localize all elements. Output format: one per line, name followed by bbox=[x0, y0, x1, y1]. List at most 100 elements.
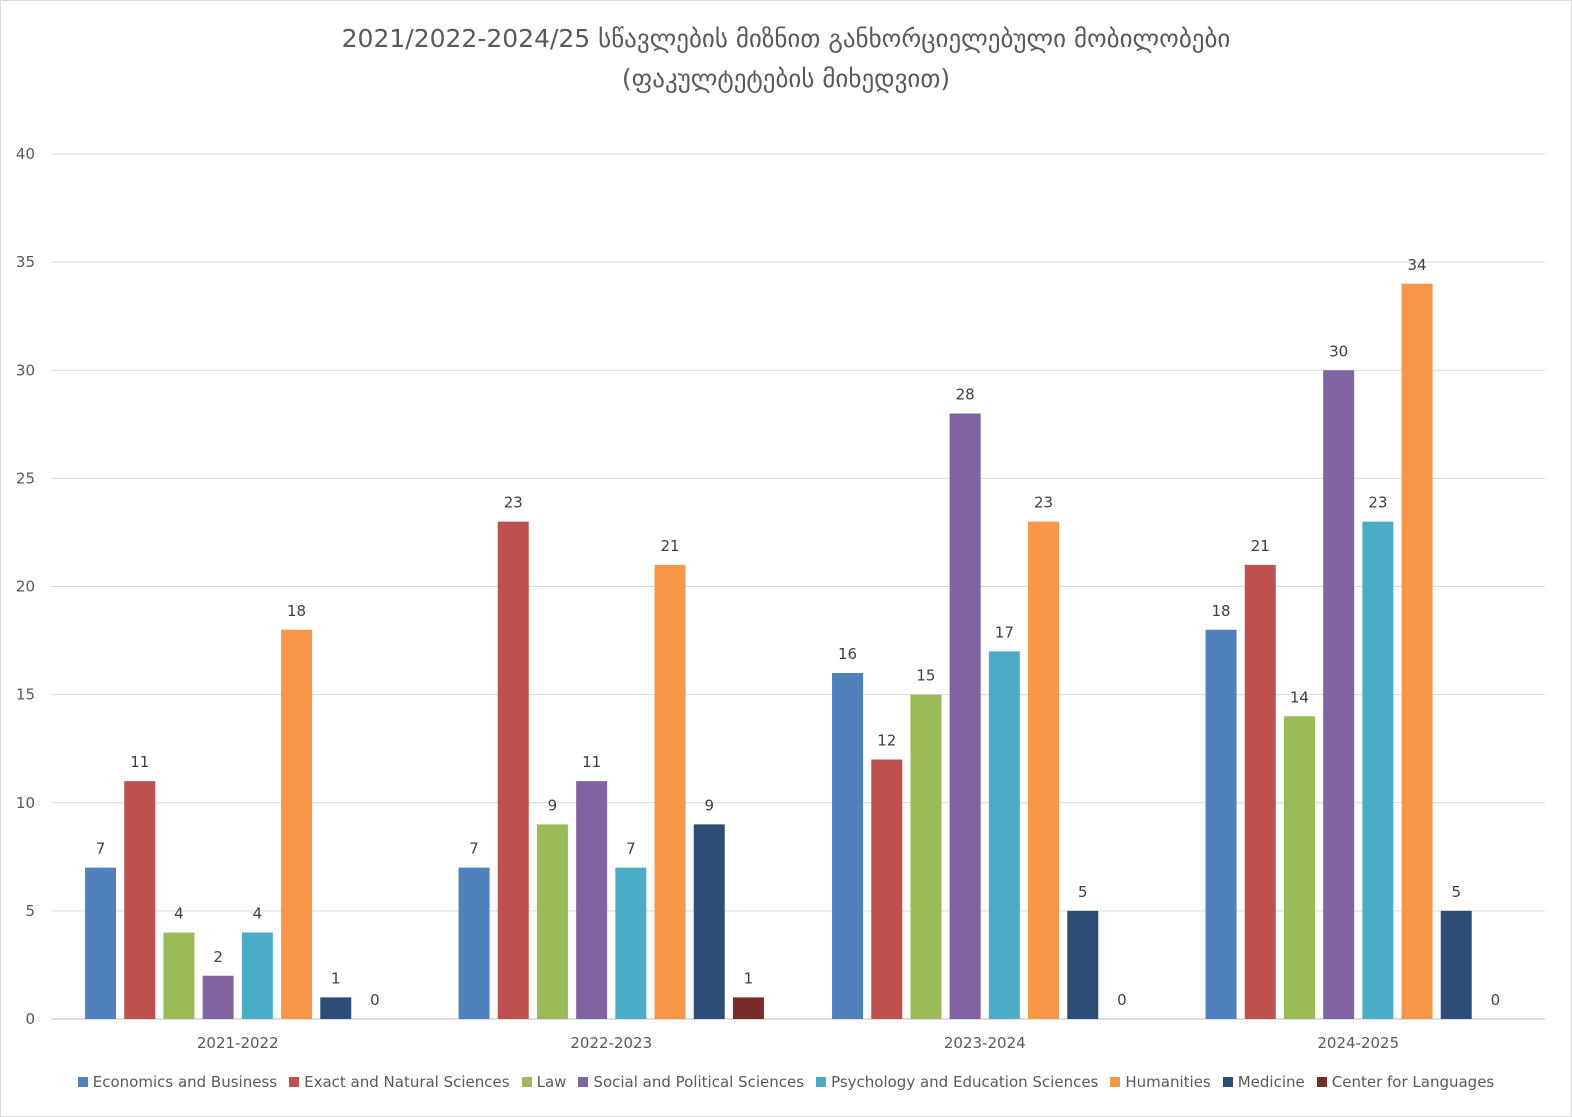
data-label: 11 bbox=[130, 753, 149, 771]
y-tick-label: 30 bbox=[16, 361, 35, 379]
data-label: 23 bbox=[1368, 494, 1387, 512]
bar bbox=[1028, 521, 1060, 1019]
bar bbox=[536, 824, 568, 1019]
data-label: 23 bbox=[1034, 494, 1053, 512]
bar bbox=[871, 759, 903, 1019]
data-label: 1 bbox=[744, 969, 754, 987]
data-label: 28 bbox=[956, 386, 975, 404]
bar bbox=[910, 694, 942, 1019]
legend-item: Law bbox=[521, 1073, 566, 1091]
x-tick-label: 2023-2024 bbox=[944, 1034, 1026, 1052]
data-label: 34 bbox=[1408, 256, 1427, 274]
legend-item: Exact and Natural Sciences bbox=[289, 1073, 510, 1091]
bar bbox=[1440, 910, 1472, 1019]
bar bbox=[1205, 629, 1237, 1019]
bar bbox=[1362, 521, 1394, 1019]
bar bbox=[241, 932, 273, 1019]
bar bbox=[202, 975, 234, 1019]
x-tick-label: 2021-2022 bbox=[197, 1034, 279, 1052]
data-label: 0 bbox=[1491, 991, 1501, 1009]
y-tick-label: 15 bbox=[16, 686, 35, 704]
legend-item: Economics and Business bbox=[77, 1073, 278, 1091]
bar bbox=[124, 781, 156, 1019]
bar bbox=[1323, 370, 1355, 1019]
bar bbox=[832, 673, 864, 1019]
legend-item: Humanities bbox=[1110, 1073, 1211, 1091]
data-label: 16 bbox=[838, 645, 857, 663]
bar bbox=[1401, 283, 1433, 1019]
data-label: 0 bbox=[1117, 991, 1127, 1009]
data-label: 4 bbox=[253, 905, 263, 923]
data-label: 14 bbox=[1290, 688, 1309, 706]
data-label: 5 bbox=[1078, 883, 1088, 901]
legend-swatch bbox=[578, 1077, 589, 1087]
legend-label: Economics and Business bbox=[92, 1073, 278, 1091]
legend-swatch bbox=[521, 1077, 532, 1087]
legend-item: Social and Political Sciences bbox=[578, 1073, 804, 1091]
legend-label: Social and Political Sciences bbox=[593, 1073, 805, 1091]
legend-label: Exact and Natural Sciences bbox=[304, 1073, 510, 1091]
legend-label: Humanities bbox=[1125, 1073, 1211, 1091]
data-label: 5 bbox=[1451, 883, 1461, 901]
y-tick-label: 20 bbox=[16, 578, 35, 596]
data-label: 9 bbox=[548, 796, 558, 814]
y-tick-label: 25 bbox=[16, 469, 35, 487]
legend-item: Psychology and Education Sciences bbox=[816, 1073, 1098, 1091]
legend-swatch bbox=[1222, 1077, 1233, 1087]
legend-label: Center for Languages bbox=[1331, 1073, 1495, 1091]
bar bbox=[281, 629, 313, 1019]
chart-title: 2021/2022-2024/25 სწავლების მიზნით განხო… bbox=[341, 24, 1231, 93]
data-label: 9 bbox=[704, 796, 714, 814]
legend-item: Center for Languages bbox=[1316, 1073, 1495, 1091]
data-label: 4 bbox=[174, 905, 184, 923]
y-tick-label: 35 bbox=[16, 253, 35, 271]
bar bbox=[458, 867, 490, 1019]
bar bbox=[576, 781, 608, 1019]
data-label: 11 bbox=[582, 753, 601, 771]
bar bbox=[163, 932, 195, 1019]
data-label: 30 bbox=[1329, 342, 1348, 360]
data-label: 0 bbox=[370, 991, 380, 1009]
bar bbox=[85, 867, 117, 1019]
bar bbox=[732, 997, 764, 1019]
data-label: 7 bbox=[469, 840, 479, 858]
chart-legend: Economics and Business Exact and Natural … bbox=[1, 1073, 1571, 1091]
bar bbox=[615, 867, 647, 1019]
data-label: 12 bbox=[877, 732, 896, 750]
data-label: 7 bbox=[626, 840, 636, 858]
legend-item: Medicine bbox=[1222, 1073, 1305, 1091]
legend-swatch bbox=[1110, 1077, 1121, 1087]
bar bbox=[497, 521, 529, 1019]
data-label: 1 bbox=[331, 969, 341, 987]
data-label: 23 bbox=[504, 494, 523, 512]
bar bbox=[988, 651, 1020, 1019]
legend-swatch bbox=[289, 1077, 300, 1087]
y-tick-label: 0 bbox=[25, 1010, 35, 1028]
bar bbox=[1067, 910, 1099, 1019]
data-label: 21 bbox=[661, 537, 680, 555]
y-tick-label: 40 bbox=[16, 145, 35, 163]
data-label: 18 bbox=[1212, 602, 1231, 620]
data-label: 2 bbox=[213, 948, 223, 966]
x-tick-label: 2024-2025 bbox=[1317, 1034, 1399, 1052]
legend-swatch bbox=[816, 1077, 827, 1087]
x-tick-label: 2022-2023 bbox=[570, 1034, 652, 1052]
y-tick-label: 10 bbox=[16, 794, 35, 812]
data-label: 17 bbox=[995, 623, 1014, 641]
bar bbox=[320, 997, 352, 1019]
bar bbox=[949, 413, 981, 1019]
legend-swatch bbox=[1316, 1077, 1327, 1087]
data-label: 21 bbox=[1251, 537, 1270, 555]
bar bbox=[1244, 564, 1276, 1019]
bar bbox=[1283, 716, 1315, 1019]
data-label: 15 bbox=[916, 667, 935, 685]
legend-label: Psychology and Education Sciences bbox=[831, 1073, 1099, 1091]
bar bbox=[693, 824, 725, 1019]
data-label: 18 bbox=[287, 602, 306, 620]
legend-swatch bbox=[77, 1077, 88, 1087]
data-label: 7 bbox=[96, 840, 106, 858]
y-tick-label: 5 bbox=[25, 902, 35, 920]
legend-label: Medicine bbox=[1237, 1073, 1305, 1091]
